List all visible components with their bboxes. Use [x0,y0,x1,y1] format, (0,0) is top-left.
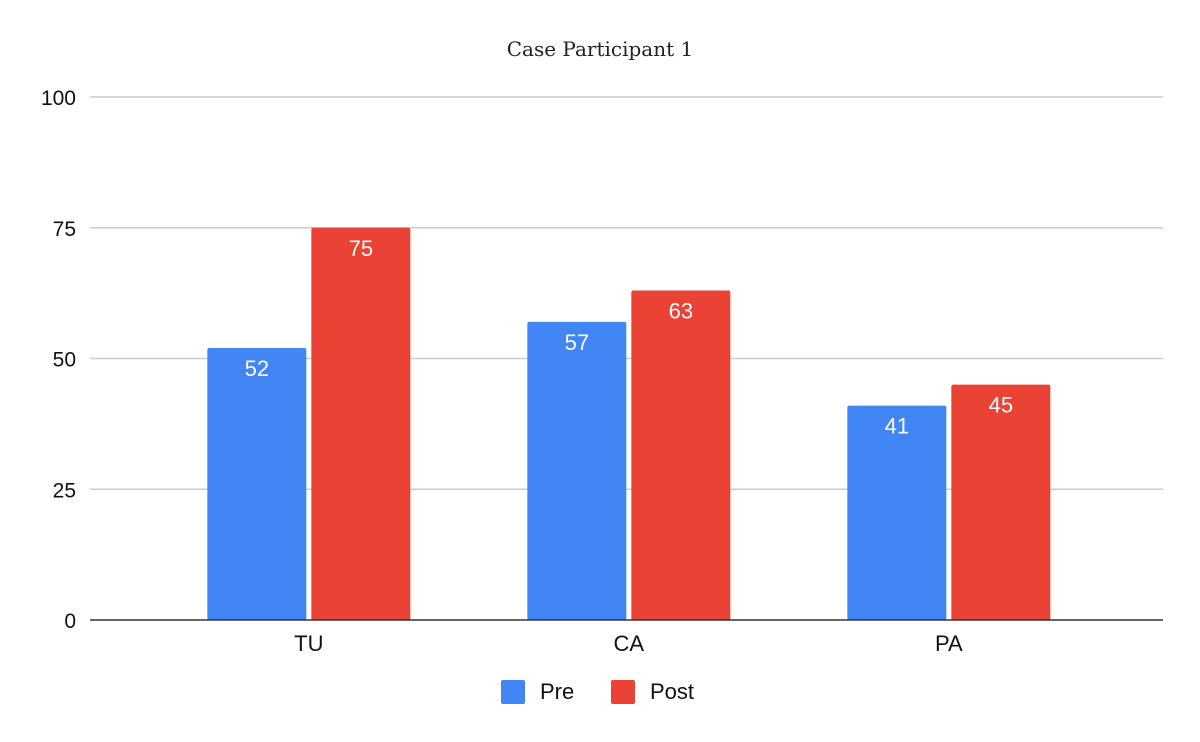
data-labels: 52 75 57 63 41 45 [245,236,1013,439]
bar-pre-tu [207,348,307,620]
data-label: 63 [669,299,693,324]
x-axis-tick-labels: TU CA PA [294,631,963,656]
y-tick-label: 75 [53,218,76,241]
bar-post-tu [311,227,411,620]
bar-pre-pa [847,405,947,620]
y-axis-tick-labels: 0 25 50 75 100 [41,87,76,633]
bar-post-ca [631,290,731,620]
bar-pre-ca [527,321,627,620]
data-label: 57 [565,330,589,355]
bars [207,227,1051,620]
data-label: 52 [245,356,269,381]
x-tick-label: TU [294,631,323,656]
y-tick-label: 100 [41,87,76,110]
legend-label-post: Post [650,679,694,704]
y-tick-label: 50 [53,349,76,372]
x-tick-label: CA [614,631,645,656]
x-tick-label: PA [935,631,963,656]
legend: Pre Post [501,679,694,704]
data-label: 41 [885,414,909,439]
data-label: 75 [349,236,373,261]
legend-label-pre: Pre [540,679,574,704]
legend-swatch-post [611,680,635,704]
legend-swatch-pre [501,680,525,704]
y-tick-label: 25 [53,479,76,502]
bar-post-pa [951,384,1051,620]
y-tick-label: 0 [64,610,76,633]
data-label: 45 [989,393,1013,418]
chart-title: Case Participant 1 [507,37,693,61]
